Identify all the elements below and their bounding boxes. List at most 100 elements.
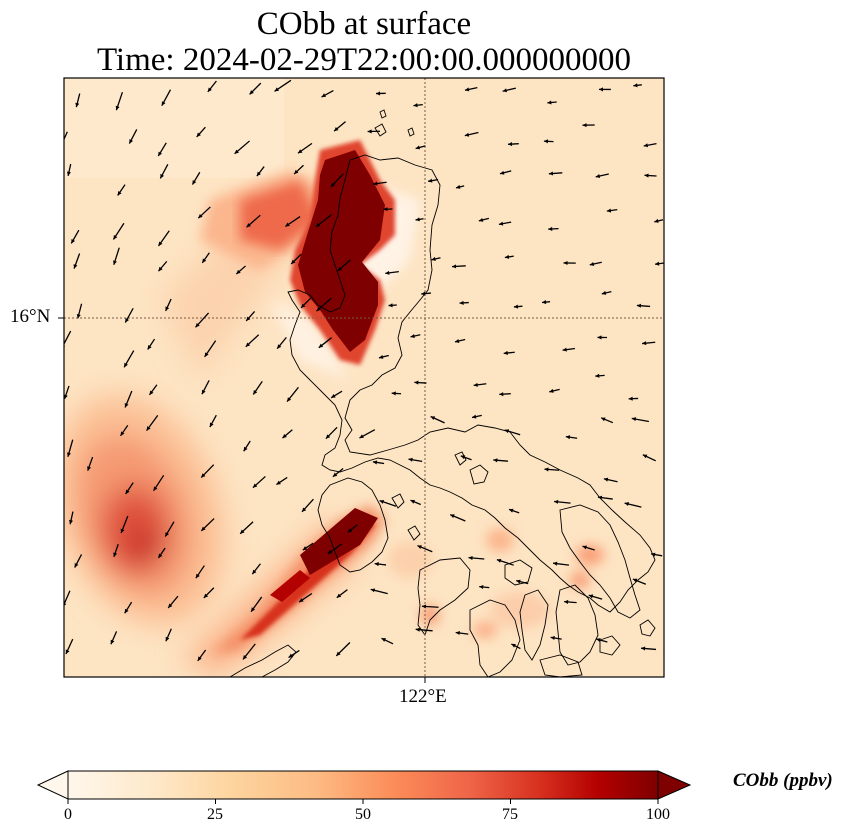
wind-arrow-head [117, 191, 122, 196]
wind-arrow-head [454, 338, 460, 343]
wind-arrow-head [201, 389, 206, 395]
wind-arrow-head [504, 254, 510, 259]
wind-arrow-head [234, 149, 239, 154]
wind-arrow-head [76, 313, 81, 319]
wind-arrow-head [624, 502, 629, 507]
wind-arrow-head [478, 217, 484, 222]
wind-arrow-head [113, 235, 118, 240]
wind-arrow-head [282, 433, 287, 439]
wind-arrow-head [376, 91, 381, 96]
plume-east-spots [388, 528, 604, 638]
wind-arrow-head [243, 446, 248, 452]
wind-arrow-head [252, 483, 258, 488]
wind-arrow-head [388, 303, 393, 308]
wind-arrow-head [370, 588, 376, 593]
wind-arrow-head [331, 393, 336, 398]
wind-arrow-head [564, 599, 569, 604]
wind-arrow-head [598, 87, 603, 92]
wind-arrow-head [149, 390, 154, 395]
wind-arrow-head [67, 452, 71, 457]
wind-arrow-head [498, 221, 504, 226]
wind-arrow-head [553, 561, 558, 566]
wind-arrow-head [493, 458, 498, 463]
wind-arrow-head [628, 396, 633, 401]
colorbar-tick-label: 75 [502, 806, 518, 823]
wind-arrow-head [450, 514, 455, 519]
wind-arrow-head [651, 552, 656, 557]
wind-arrow-head [601, 290, 607, 295]
wind-arrow-head [642, 341, 647, 346]
wind-arrow-head [359, 434, 364, 439]
lon-label: 122°E [399, 686, 447, 707]
wind-arrow-head [65, 649, 70, 654]
wind-arrow-head [202, 258, 207, 263]
wind-arrow-head [240, 529, 245, 534]
wind-arrow-head [548, 171, 554, 176]
wind-arrow-head [554, 499, 559, 504]
wind-arrow-head [207, 87, 212, 92]
wind-arrow-head [455, 184, 461, 189]
wind-arrow-head [251, 607, 256, 612]
wind-arrow-head [201, 526, 206, 531]
wind-arrow-head [410, 333, 415, 338]
wind-arrow-head [655, 261, 660, 266]
wind-arrow-head [588, 594, 594, 599]
wind-arrow-head [414, 380, 419, 385]
wind-arrow-head [410, 499, 415, 504]
map-title-line1: CObb at surface [256, 6, 472, 42]
wind-arrow-head [277, 344, 282, 349]
wind-arrow-head [413, 103, 418, 108]
plume-north [200, 140, 420, 380]
wind-arrow-head [430, 416, 436, 421]
map-title-line2: Time: 2024-02-29T22:00:00.000000000 [96, 42, 632, 78]
wind-arrow-head [631, 417, 637, 422]
wind-arrow-shaft [64, 131, 68, 141]
wind-arrow-head [509, 508, 514, 513]
wind-arrow-head [582, 123, 587, 128]
wind-arrow-head [383, 207, 388, 212]
wind-arrow-head [75, 102, 80, 108]
wind-arrow-head [87, 466, 91, 471]
wind-arrow-head [603, 477, 609, 482]
wind-arrow-head [595, 373, 600, 378]
wind-arrow-head [332, 472, 338, 477]
wind-arrow-head [252, 569, 257, 575]
wind-arrow-head [459, 300, 464, 305]
wind-arrow-head [161, 101, 166, 106]
wind-arrow-head [192, 180, 197, 185]
wind-arrow-head [550, 635, 555, 641]
wind-arrow-head [378, 354, 384, 359]
wind-arrow-head [415, 627, 420, 632]
wind-arrow-head [633, 83, 638, 88]
wind-arrow-head [479, 584, 484, 590]
wind-arrow-head [198, 213, 203, 219]
wind-arrow-head [165, 532, 170, 537]
wind-arrow-head [374, 562, 379, 567]
wind-arrow-head [504, 429, 510, 434]
wind-arrow-head [417, 545, 422, 550]
wind-arrow-head [285, 222, 290, 227]
wind-arrow-head [428, 178, 433, 183]
wind-arrow-head [165, 636, 170, 642]
colorbar-tick-label: 100 [646, 806, 670, 823]
wind-arrow-head [513, 304, 519, 309]
wind-arrow-head [291, 259, 296, 264]
wind-arrow-head [421, 604, 427, 609]
wind-arrow-head [385, 270, 390, 275]
wind-arrow-head [455, 630, 460, 636]
wind-arrow-head [641, 646, 646, 651]
wind-arrow-head [246, 223, 251, 228]
wind-arrow-head [125, 318, 130, 323]
wind-arrow-head [146, 426, 151, 431]
colorbar-tick-label: 0 [64, 806, 72, 823]
lat-label: 16°N [10, 306, 51, 327]
wind-arrow-head [124, 403, 129, 408]
wind-arrow-head [197, 656, 202, 661]
wind-arrow-head [209, 422, 214, 428]
wind-arrow-head [73, 264, 78, 269]
wind-arrow-head [542, 300, 547, 305]
wind-arrow-head [644, 173, 649, 178]
wind-arrow-head [582, 545, 587, 550]
wind-arrow-head [74, 563, 79, 568]
wind-arrow-head [246, 316, 251, 321]
